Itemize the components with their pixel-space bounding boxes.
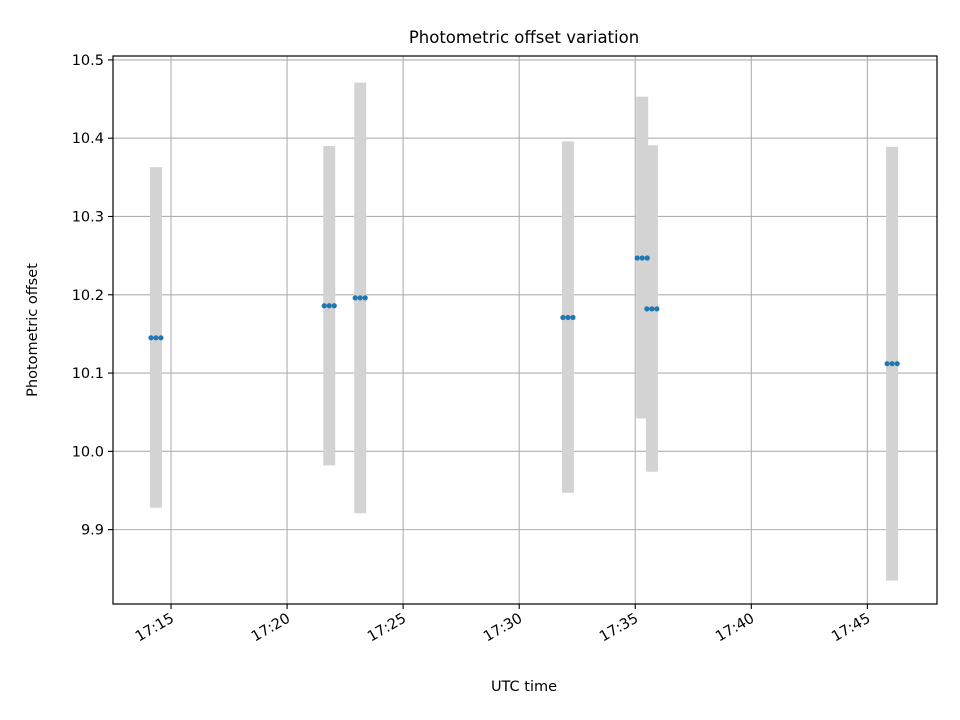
data-point-marker <box>884 361 890 367</box>
data-point-marker <box>565 314 571 321</box>
data-point-marker <box>560 314 566 321</box>
y-axis-label: Photometric offset <box>25 263 41 397</box>
data-point <box>634 255 650 261</box>
data-point-marker <box>153 335 159 341</box>
data-point-marker <box>352 295 358 301</box>
chart-title: Photometric offset variation <box>409 28 639 47</box>
data-point-marker <box>158 335 164 341</box>
y-axis-ticks: 9.9 10.0 10.1 10.2 10.3 10.4 10.5 <box>72 53 113 539</box>
y-tick-label: 10.0 <box>72 444 104 460</box>
data-point-marker <box>331 303 337 309</box>
data-point-marker <box>634 255 640 261</box>
data-point <box>644 306 660 312</box>
y-tick-label: 10.1 <box>72 366 104 382</box>
data-point-marker <box>326 303 332 309</box>
data-point <box>148 335 164 341</box>
y-tick-label: 10.4 <box>72 131 104 147</box>
y-tick-label: 9.9 <box>81 523 104 539</box>
grid <box>113 56 937 604</box>
data-point-marker <box>362 295 368 301</box>
y-tick-label: 10.2 <box>72 288 104 304</box>
data-point-marker <box>321 303 327 309</box>
data-point <box>352 295 368 301</box>
data-point <box>560 314 576 321</box>
data-point-marker <box>894 361 900 367</box>
data-point <box>884 361 900 367</box>
data-point-marker <box>644 306 650 312</box>
data-point-marker <box>639 255 645 261</box>
y-tick-label: 10.3 <box>72 209 104 225</box>
y-tick-label: 10.5 <box>72 53 104 69</box>
data-point-marker <box>570 314 576 321</box>
data-point-marker <box>654 306 660 312</box>
x-axis-label: UTC time <box>491 679 557 695</box>
data-point-marker <box>649 306 655 312</box>
data-point-marker <box>148 335 154 341</box>
plot-frame <box>112 55 938 605</box>
data-point-marker <box>357 295 363 301</box>
data-point-marker <box>644 255 650 261</box>
data-point <box>321 303 337 309</box>
data-point-marker <box>889 361 895 367</box>
data-points <box>148 255 900 367</box>
